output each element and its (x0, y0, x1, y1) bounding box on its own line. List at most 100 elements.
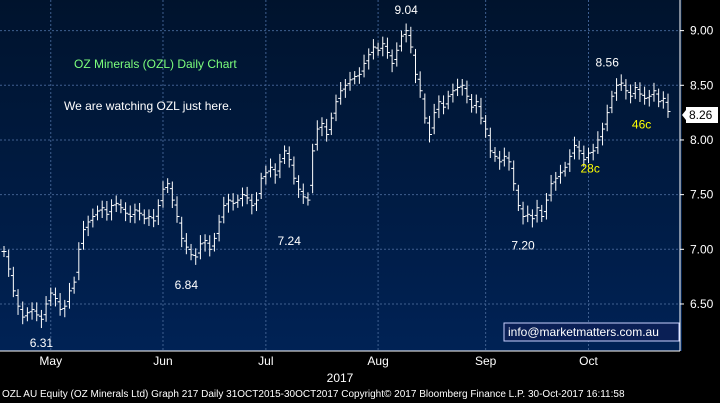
ohlc-bar (48, 287, 54, 307)
ohlc-bar (324, 118, 330, 142)
ohlc-bar (366, 48, 372, 70)
ohlc-bar (562, 161, 568, 177)
chart-subtitle: We are watching OZL just here. (64, 99, 232, 113)
plot-background (0, 0, 682, 351)
ohlc-bar (431, 103, 437, 135)
y-tick-label: 8.50 (690, 78, 714, 92)
ohlc-chart: 6.31 6.84 7.24 9.04 7.20 8.56 28c 46c 9.00 8.50 8… (0, 0, 718, 385)
ohlc-bar (254, 192, 260, 212)
ohlc-bar (637, 82, 643, 102)
annotation-label: 8.56 (596, 56, 620, 70)
ohlc-bar (193, 248, 199, 265)
ohlc-bar (300, 183, 306, 204)
ohlc-bar (20, 301, 26, 325)
footer-text: OZL AU Equity (OZ Minerals Ltd) Graph 21… (2, 389, 625, 400)
ohlc-bar (160, 181, 166, 208)
ohlc-bar (394, 42, 400, 67)
y-tick-label: 9.00 (690, 24, 714, 38)
ohlc-bar (356, 67, 362, 84)
ohlc-bar (141, 209, 147, 225)
y-tick-label: 7.00 (690, 242, 714, 256)
ohlc-bar (165, 178, 171, 193)
ohlc-bar (90, 208, 96, 228)
ohlc-bar (179, 216, 185, 248)
ohlc-bar (123, 202, 129, 222)
ohlc-bar (515, 184, 521, 212)
ohlc-bar (492, 147, 498, 162)
ohlc-bar (71, 276, 77, 294)
annotation-label: 6.84 (175, 278, 199, 292)
ohlc-bar (543, 192, 549, 220)
ohlc-bar (34, 302, 40, 322)
ohlc-bar (398, 30, 404, 52)
ohlc-bar (628, 84, 634, 104)
annotation-label: 7.24 (278, 234, 302, 248)
month-label: Sep (475, 354, 497, 368)
ohlc-bar (151, 209, 157, 228)
ohlc-bar (109, 199, 115, 221)
ohlc-bar (10, 266, 16, 298)
watermark-email[interactable]: info@marketmatters.com.au (508, 325, 659, 339)
ohlc-bar (361, 54, 367, 78)
annotation-label: 6.31 (30, 336, 54, 350)
ohlc-bar (553, 171, 559, 191)
chart-title: OZ Minerals (OZL) Daily Chart (74, 57, 237, 71)
ohlc-bar (487, 127, 493, 159)
ohlc-bar (403, 23, 409, 43)
ohlc-bar (239, 187, 245, 207)
ohlc-bar (132, 203, 138, 224)
ohlc-bar (80, 220, 86, 250)
month-label: Jul (258, 354, 273, 368)
price-bars (1, 23, 671, 329)
current-price-label: 8.26 (689, 108, 713, 122)
ohlc-bar (258, 172, 264, 200)
ohlc-bar (52, 287, 58, 307)
ohlc-bar (450, 83, 456, 103)
ohlc-bar (291, 156, 297, 185)
ohlc-bar (263, 165, 269, 185)
ohlc-bar (272, 163, 278, 184)
annotation-label: 7.20 (511, 238, 535, 252)
y-tick-label: 6.50 (690, 297, 714, 311)
ohlc-bar (469, 94, 475, 113)
ohlc-bar (328, 112, 334, 136)
ohlc-bar (417, 71, 423, 98)
ohlc-bar (15, 289, 21, 315)
ohlc-bar (618, 74, 624, 91)
ohlc-bar (118, 199, 124, 214)
ohlc-bar (57, 293, 63, 316)
ohlc-bar (188, 243, 194, 261)
ohlc-bar (384, 37, 390, 59)
ohlc-bar (576, 140, 582, 160)
ohlc-bar (225, 193, 231, 213)
ohlc-bar (581, 145, 587, 167)
ohlc-bar (314, 120, 320, 151)
ohlc-bar (95, 205, 101, 221)
ohlc-bar (478, 97, 484, 125)
ohlc-bar (296, 175, 302, 198)
ohlc-bar (609, 90, 615, 114)
ohlc-bar (99, 200, 105, 218)
watermark-box (503, 322, 680, 342)
ohlc-bar (501, 147, 507, 167)
ohlc-bar (464, 80, 470, 104)
ohlc-bar (525, 205, 531, 223)
ohlc-bar (441, 95, 447, 115)
annotation-label: 9.04 (394, 3, 418, 17)
ohlc-bar (268, 158, 274, 178)
ohlc-bar (539, 204, 545, 222)
ohlc-bar (422, 93, 428, 124)
ohlc-bar (586, 147, 592, 164)
ohlc-bar (436, 95, 442, 119)
ohlc-bar (6, 249, 12, 277)
ohlc-bar (137, 203, 143, 221)
current-price-pointer (682, 110, 686, 120)
month-label: Jun (153, 354, 172, 368)
ohlc-bar (520, 201, 526, 225)
ohlc-bar (230, 193, 236, 211)
ohlc-bar (604, 104, 610, 132)
ohlc-bar (277, 153, 283, 179)
y-tick-label: 8.00 (690, 133, 714, 147)
ohlc-bar (24, 307, 30, 322)
ohlc-bar (665, 93, 671, 118)
